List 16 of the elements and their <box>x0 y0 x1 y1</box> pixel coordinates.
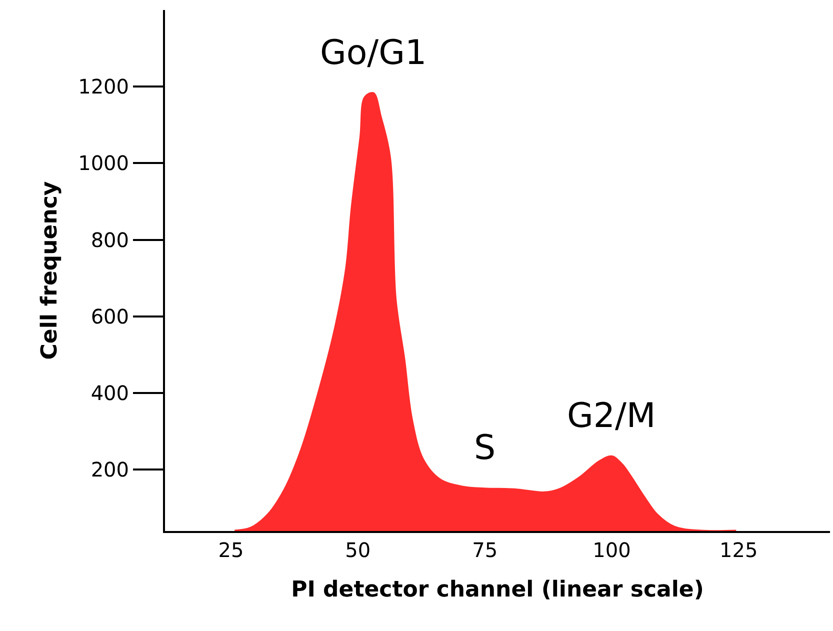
y-tick-label: 1000 <box>78 151 129 176</box>
x-tick-label: 75 <box>472 538 498 562</box>
y-tick-label: 200 <box>90 458 129 482</box>
y-tick-label: 1200 <box>78 74 129 99</box>
annotation: G2/M <box>567 396 656 436</box>
x-tick-label: 25 <box>218 538 244 562</box>
x-tick-label: 125 <box>720 538 758 562</box>
annotation: Go/G1 <box>320 33 427 73</box>
x-axis-title: PI detector channel (linear scale) <box>291 577 704 602</box>
x-tick-label: 100 <box>592 538 631 562</box>
x-tick-label: 50 <box>345 538 371 562</box>
y-tick-label: 800 <box>90 228 129 252</box>
y-tick-label: 400 <box>90 381 129 406</box>
annotation: S <box>474 428 496 468</box>
y-axis-title: Cell frequency <box>37 181 62 360</box>
y-tick-label: 600 <box>90 304 129 328</box>
